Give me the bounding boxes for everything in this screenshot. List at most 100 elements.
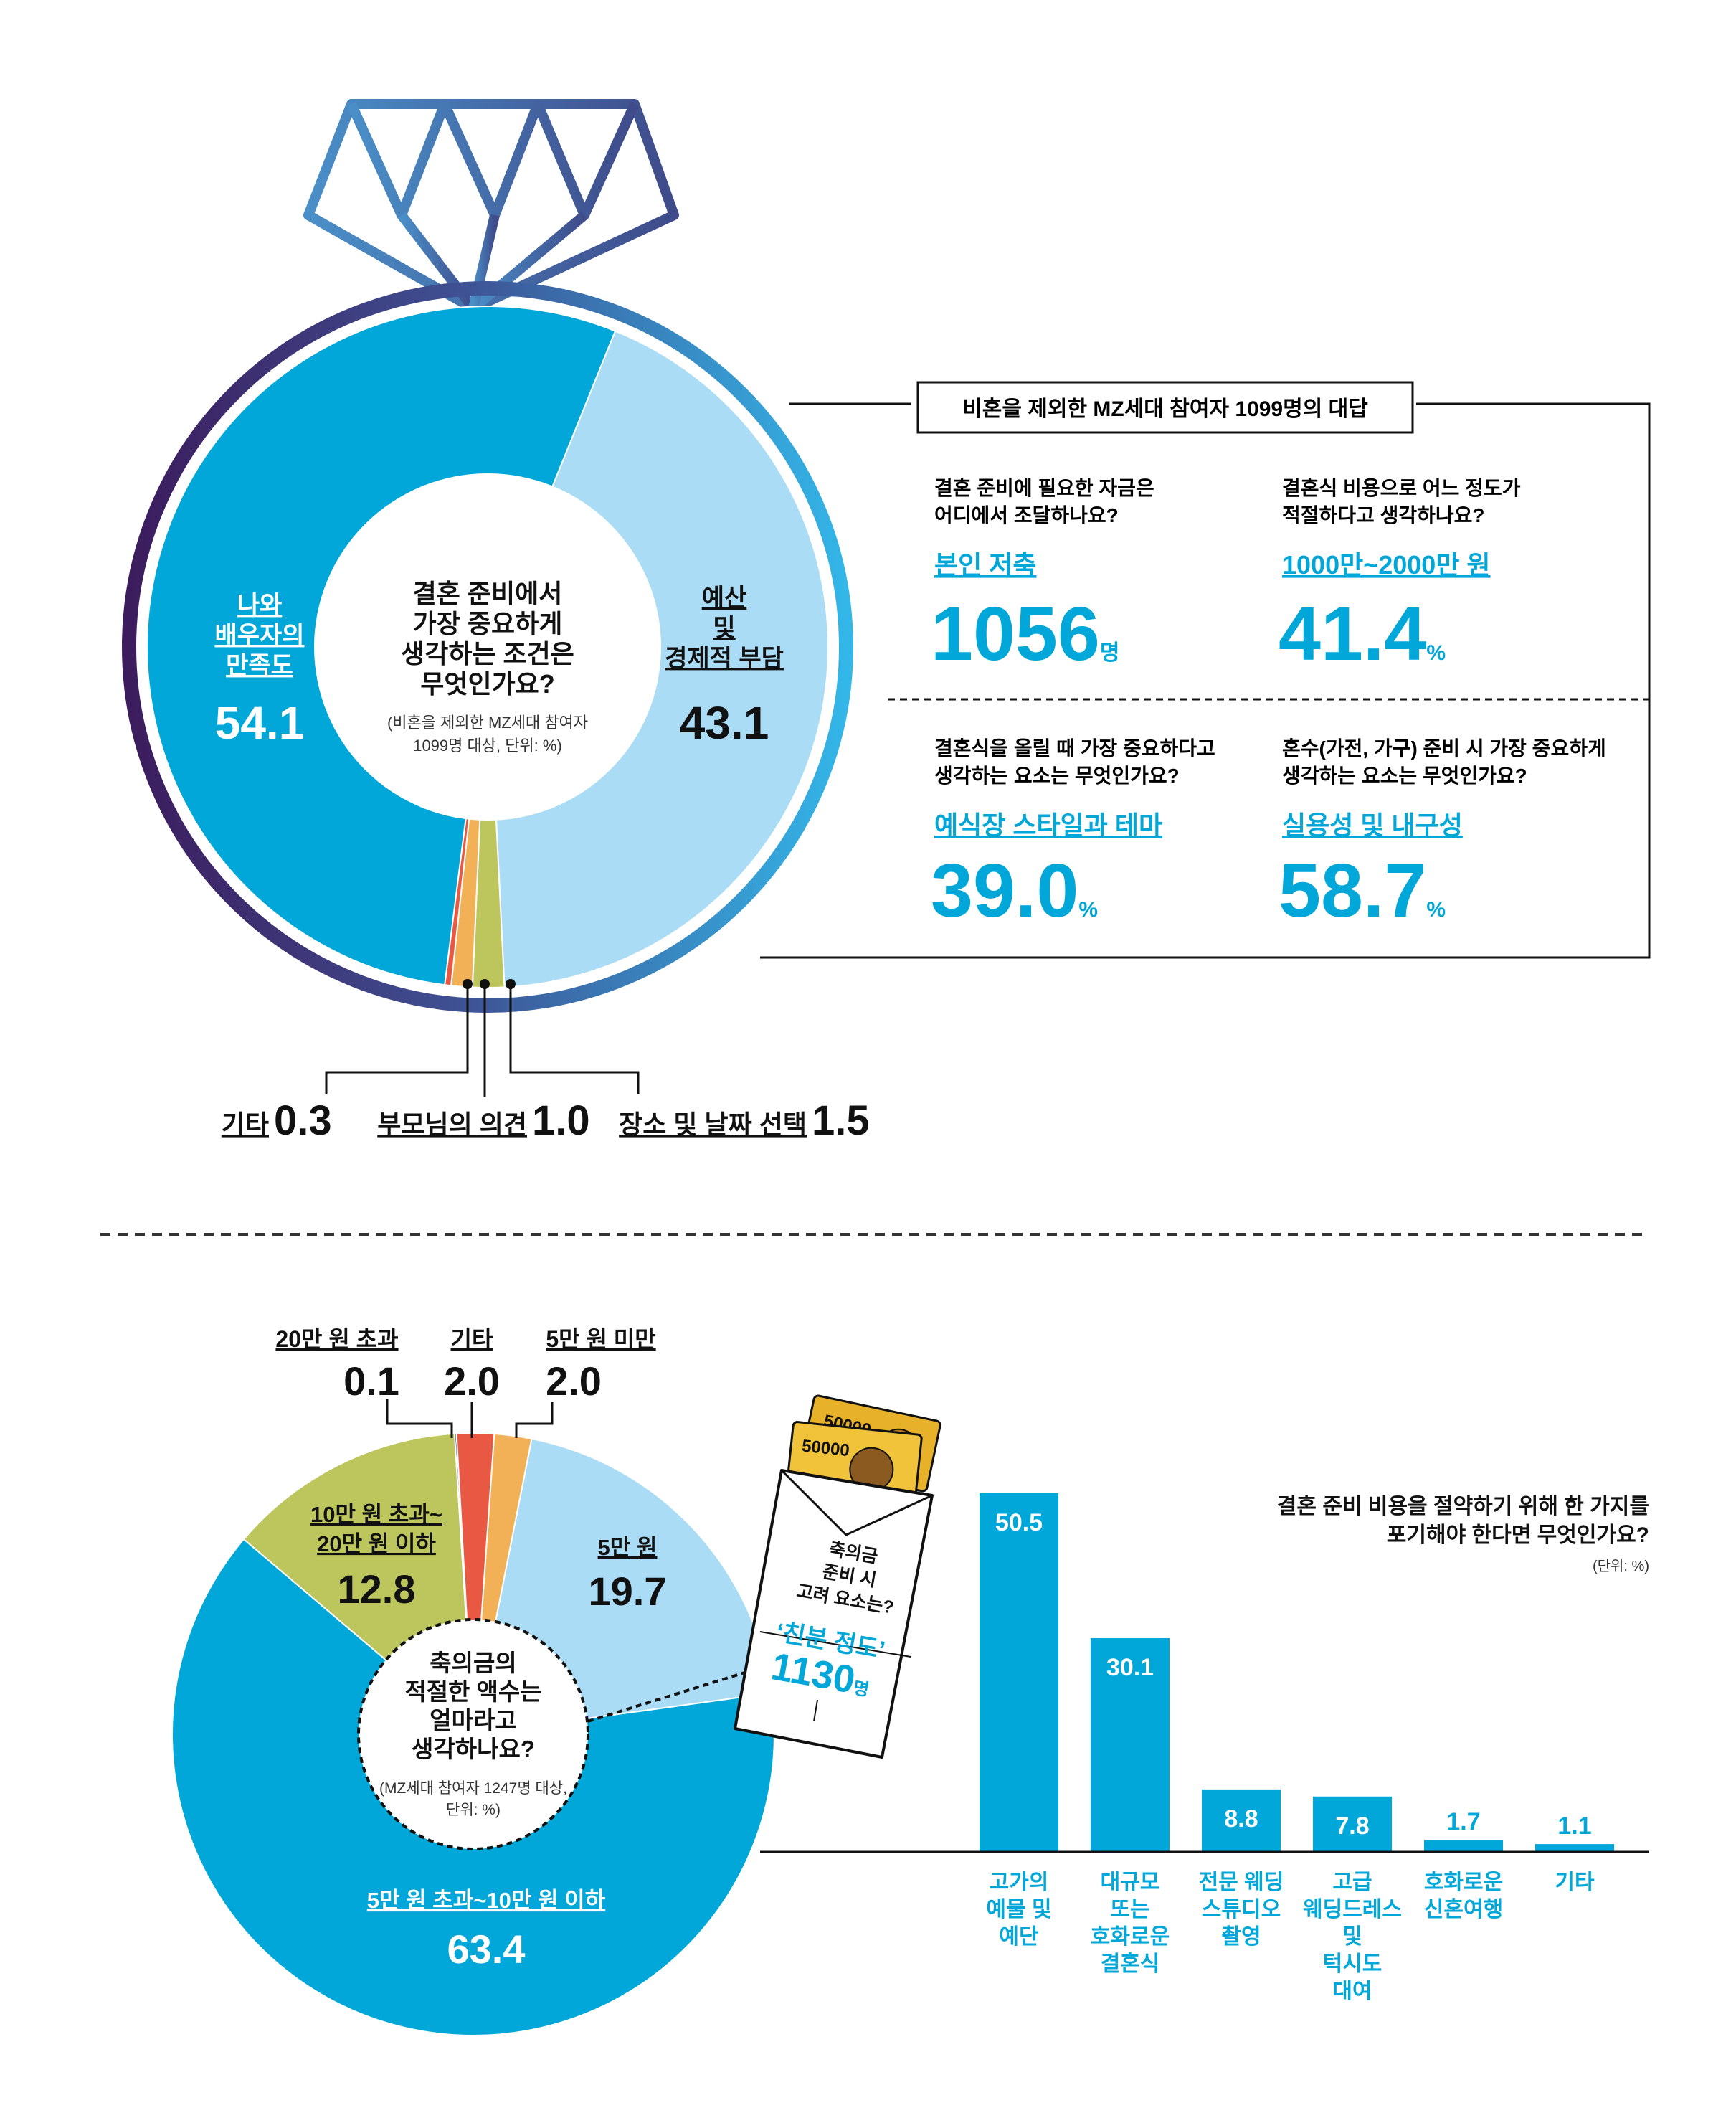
- bar-category-label: 대여: [1332, 1980, 1372, 2003]
- bar-category-label: 웨딩드레스: [1303, 1898, 1402, 1921]
- svg-text:(MZ세대 참여자 1247명 대상,: (MZ세대 참여자 1247명 대상,: [379, 1780, 567, 1797]
- bar-2: [1091, 1637, 1170, 1852]
- bar-6: [1535, 1844, 1614, 1852]
- svg-text:포기해야 한다면 무엇인가요?: 포기해야 한다면 무엇인가요?: [1387, 1523, 1649, 1547]
- svg-text:및: 및: [713, 615, 735, 642]
- svg-text:0.1: 0.1: [343, 1358, 399, 1404]
- label-budget: 예산 및 경제적 부담 43.1: [665, 585, 784, 749]
- svg-text:생각하는 요소는 무엇인가요?: 생각하는 요소는 무엇인가요?: [934, 765, 1180, 787]
- svg-text:적절하다고 생각하나요?: 적절하다고 생각하나요?: [1282, 504, 1484, 526]
- value-satisfaction: 54.1: [215, 697, 305, 749]
- svg-text:결혼 준비 비용을 절약하기 위해 한 가지를: 결혼 준비 비용을 절약하기 위해 한 가지를: [1277, 1495, 1649, 1518]
- svg-text:단위: %): 단위: %): [446, 1802, 501, 1818]
- bar-category-label: 전문 웨딩: [1199, 1871, 1284, 1894]
- pie2-leader-lines: [386, 1399, 554, 1438]
- bar-1: [980, 1493, 1058, 1852]
- pie2-center-question: 축의금의 적절한 액수는 얼마라고 생각하나요?: [404, 1650, 541, 1762]
- svg-text:결혼 준비에 필요한 자금은: 결혼 준비에 필요한 자금은: [934, 477, 1154, 499]
- svg-text:기타: 기타: [222, 1110, 269, 1139]
- label-satisfaction: 나와 배우자의 만족도 54.1: [214, 592, 304, 749]
- svg-text:얼마라고: 얼마라고: [430, 1707, 516, 1734]
- svg-text:63.4: 63.4: [447, 1926, 526, 1972]
- svg-text:1099명 대상, 단위: %): 1099명 대상, 단위: %): [413, 737, 562, 755]
- svg-text:예산: 예산: [702, 585, 747, 612]
- svg-text:2.0: 2.0: [546, 1358, 602, 1404]
- info-item-ceremony: 결혼식을 올릴 때 가장 중요하다고 생각하는 요소는 무엇인가요? 예식장 스…: [931, 737, 1215, 933]
- bar-3: [1202, 1789, 1281, 1852]
- info-item-cost: 결혼식 비용으로 어느 정도가 적절하다고 생각하나요? 1000만~2000만…: [1279, 477, 1521, 676]
- pie2-label-100to200k: 10만 원 초과~ 20만 원 이하 12.8: [310, 1502, 442, 1612]
- info-box: 비혼을 제외한 MZ세대 참여자 1099명의 대답 결혼 준비에 필요한 자금…: [760, 381, 1651, 959]
- svg-text:가장 중요하게: 가장 중요하게: [413, 609, 563, 638]
- value-budget: 43.1: [680, 697, 769, 749]
- leader-dot-parents: [480, 979, 490, 989]
- diamond-icon: [303, 99, 679, 313]
- svg-text:1056명: 1056명: [931, 592, 1119, 676]
- svg-text:41.4%: 41.4%: [1279, 592, 1446, 676]
- svg-text:실용성 및 내구성: 실용성 및 내구성: [1282, 810, 1463, 840]
- svg-text:어디에서 조달하나요?: 어디에서 조달하나요?: [934, 504, 1119, 526]
- leader-dot-venue: [506, 979, 516, 989]
- svg-text:5만 원: 5만 원: [598, 1535, 658, 1560]
- bar-category-label: 호화로운: [1091, 1925, 1170, 1949]
- svg-text:12.8: 12.8: [338, 1566, 416, 1612]
- svg-text:나와: 나와: [237, 592, 283, 619]
- svg-text:결혼식을 올릴 때 가장 중요하다고: 결혼식을 올릴 때 가장 중요하다고: [934, 737, 1215, 760]
- bar-category-label: 결혼식: [1101, 1952, 1160, 1976]
- svg-text:20만 원 이하: 20만 원 이하: [317, 1531, 436, 1556]
- svg-text:2.0: 2.0: [444, 1358, 500, 1404]
- svg-text:10만 원 초과~: 10만 원 초과~: [310, 1502, 442, 1527]
- pie2-label-50k: 5만 원 19.7: [589, 1535, 667, 1614]
- svg-text:5만 원 미만: 5만 원 미만: [546, 1326, 655, 1352]
- bar-value-label: 7.8: [1335, 1812, 1369, 1840]
- svg-text:(단위: %): (단위: %): [1593, 1558, 1649, 1574]
- svg-text:1.0: 1.0: [532, 1097, 590, 1144]
- svg-text:39.0%: 39.0%: [931, 848, 1098, 933]
- bar-value-label: 1.1: [1557, 1812, 1591, 1840]
- svg-text:결혼 준비에서: 결혼 준비에서: [413, 579, 563, 608]
- pie2-dashed-slice-edge: [587, 1670, 750, 1723]
- bar-value-label: 8.8: [1224, 1805, 1258, 1833]
- svg-text:경제적 부담: 경제적 부담: [665, 645, 784, 672]
- info-item-funding: 결혼 준비에 필요한 자금은 어디에서 조달하나요? 본인 저축 1056명: [931, 477, 1154, 676]
- info-box-title: 비혼을 제외한 MZ세대 참여자 1099명의 대답: [962, 397, 1368, 421]
- svg-text:장소 및 날짜 선택: 장소 및 날짜 선택: [619, 1110, 807, 1139]
- bar-chart-title: 결혼 준비 비용을 절약하기 위해 한 가지를 포기해야 한다면 무엇인가요? …: [1277, 1495, 1649, 1574]
- svg-text:적절한 액수는: 적절한 액수는: [404, 1678, 541, 1705]
- bar-value-label: 30.1: [1106, 1654, 1154, 1681]
- svg-text:예식장 스타일과 테마: 예식장 스타일과 테마: [934, 810, 1162, 840]
- ring-outline: [122, 281, 853, 1013]
- svg-text:5만 원 초과~10만 원 이하: 5만 원 초과~10만 원 이하: [367, 1888, 606, 1913]
- svg-text:배우자의: 배우자의: [214, 622, 304, 649]
- bar-value-label: 50.5: [995, 1509, 1043, 1536]
- svg-text:0.3: 0.3: [274, 1097, 332, 1144]
- bar-category-label: 기타: [1555, 1871, 1595, 1894]
- svg-text:생각하나요?: 생각하나요?: [412, 1736, 535, 1762]
- bar-category-label: 호화로운: [1424, 1871, 1503, 1894]
- pie1-center-hole: [314, 473, 661, 821]
- label-small-slices: 기타 0.3 부모님의 의견 1.0 장소 및 날짜 선택 1.5: [222, 1097, 870, 1144]
- svg-text:혼수(가전, 가구) 준비 시 가장 중요하게: 혼수(가전, 가구) 준비 시 가장 중요하게: [1282, 737, 1606, 760]
- svg-text:58.7%: 58.7%: [1279, 848, 1446, 933]
- pie2-center-hole: [357, 1618, 589, 1850]
- pie2-label-50to100k: 5만 원 초과~10만 원 이하 63.4: [367, 1888, 606, 1972]
- bar-category-label: 고급: [1332, 1871, 1372, 1894]
- svg-text:기타: 기타: [451, 1326, 493, 1352]
- svg-text:생각하는 조건은: 생각하는 조건은: [401, 639, 574, 668]
- info-item-household: 혼수(가전, 가구) 준비 시 가장 중요하게 생각하는 요소는 무엇인가요? …: [1279, 737, 1606, 933]
- svg-text:20만 원 초과: 20만 원 초과: [275, 1326, 398, 1352]
- pie2-center-note: (MZ세대 참여자 1247명 대상, 단위: %): [379, 1780, 567, 1818]
- bar-category-label: 스튜디오: [1202, 1898, 1281, 1921]
- bar-category-label: 대규모: [1101, 1871, 1160, 1894]
- bar-category-label: 예단: [999, 1925, 1039, 1949]
- svg-text:본인 저축: 본인 저축: [934, 550, 1036, 580]
- bar-5: [1424, 1840, 1503, 1852]
- bar-category-label: 고가의: [990, 1871, 1049, 1894]
- svg-text:1.5: 1.5: [812, 1097, 870, 1144]
- info-box-title-frame: [916, 381, 1414, 434]
- svg-text:(비혼을 제외한 MZ세대 참여자: (비혼을 제외한 MZ세대 참여자: [387, 714, 588, 732]
- bar-value-label: 1.7: [1446, 1808, 1480, 1835]
- svg-text:만족도: 만족도: [226, 652, 293, 679]
